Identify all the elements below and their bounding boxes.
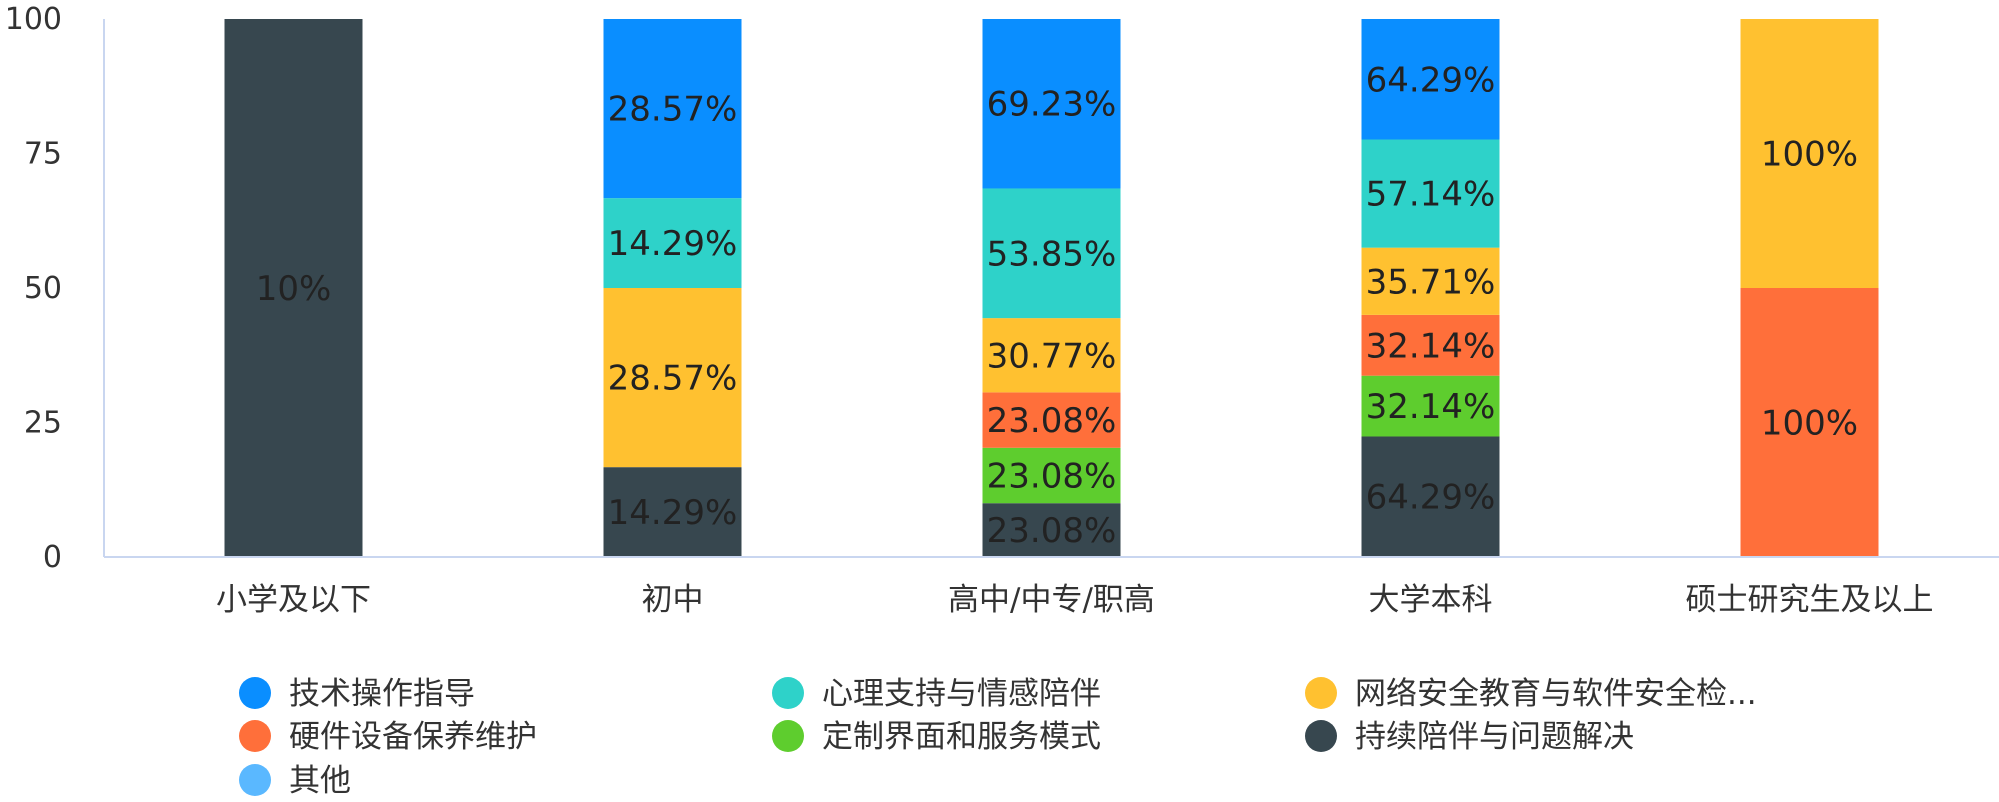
- bar-segment[interactable]: [603, 198, 742, 288]
- bar-segments: [224, 19, 1879, 557]
- y-tick-label-75: 75: [24, 137, 62, 172]
- bar-data-label: 64.29%: [1366, 478, 1496, 518]
- legend-item[interactable]: 技术操作指导: [239, 676, 475, 712]
- bar-segment[interactable]: [224, 19, 363, 557]
- bar-data-label: 14.29%: [608, 224, 738, 264]
- legend-label: 技术操作指导: [289, 676, 475, 712]
- y-axis-ticks: 0 25 50 75 100: [5, 2, 62, 575]
- bar-segment[interactable]: [603, 467, 742, 557]
- bar-data-label: 28.57%: [608, 359, 738, 399]
- legend: 技术操作指导 心理支持与情感陪伴 网络安全教育与软件安全检... 硬件设备保养维护 定制…: [239, 676, 1757, 799]
- legend-item[interactable]: 持续陪伴与问题解决: [1305, 719, 1634, 755]
- legend-marker-icon: [1305, 677, 1337, 709]
- x-category-label: 高中/中专/职高: [948, 582, 1155, 618]
- bar-segment[interactable]: [1361, 139, 1500, 248]
- bar-segment[interactable]: [1740, 19, 1879, 288]
- legend-item[interactable]: 心理支持与情感陪伴: [772, 676, 1101, 712]
- legend-label: 硬件设备保养维护: [289, 719, 537, 755]
- bar-segment[interactable]: [1361, 19, 1500, 140]
- y-tick-label-50: 50: [24, 271, 62, 306]
- y-tick-label-25: 25: [24, 406, 62, 441]
- legend-marker-icon: [239, 677, 271, 709]
- legend-marker-icon: [239, 764, 271, 796]
- bar-data-label: 57.14%: [1366, 175, 1496, 215]
- legend-label: 网络安全教育与软件安全检...: [1355, 676, 1757, 712]
- x-category-label: 硕士研究生及以上: [1686, 582, 1934, 618]
- bar-data-label: 23.08%: [987, 401, 1117, 441]
- x-category-label: 小学及以下: [216, 582, 371, 618]
- bar-data-label: 53.85%: [987, 234, 1117, 274]
- legend-label: 其他: [289, 763, 351, 799]
- legend-item[interactable]: 定制界面和服务模式: [772, 719, 1101, 755]
- bar-segment[interactable]: [982, 447, 1121, 504]
- bar-data-label: 14.29%: [608, 493, 738, 533]
- bar-data-label: 64.29%: [1366, 60, 1496, 100]
- legend-marker-icon: [772, 720, 804, 752]
- bar-segment[interactable]: [982, 318, 1121, 393]
- legend-label: 心理支持与情感陪伴: [822, 676, 1101, 712]
- bar-data-label: 100%: [1761, 135, 1858, 175]
- bar-segment[interactable]: [1361, 247, 1500, 315]
- y-tick-label-0: 0: [43, 540, 62, 575]
- legend-item[interactable]: 其他: [239, 763, 351, 799]
- bar-segment[interactable]: [1361, 314, 1500, 376]
- y-tick-label-100: 100: [5, 2, 62, 37]
- legend-marker-icon: [772, 677, 804, 709]
- bar-data-label: 30.77%: [987, 336, 1117, 376]
- legend-item[interactable]: 硬件设备保养维护: [239, 719, 537, 755]
- bar-data-label: 23.08%: [987, 456, 1117, 496]
- bar-data-label: 100%: [1761, 404, 1858, 444]
- bar-segment[interactable]: [1361, 375, 1500, 437]
- bar-data-label: 35.71%: [1366, 262, 1496, 302]
- bar-segment[interactable]: [1361, 436, 1500, 557]
- segment-labels: 10% 14.29% 28.57% 14.29% 28.57% 23.08% 23.08% 2…: [256, 60, 1858, 551]
- bar-segment[interactable]: [982, 503, 1121, 557]
- bar-segment[interactable]: [982, 19, 1121, 189]
- legend-label: 定制界面和服务模式: [822, 719, 1101, 755]
- bar-data-label: 69.23%: [987, 85, 1117, 125]
- legend-marker-icon: [239, 720, 271, 752]
- bar-segment[interactable]: [603, 19, 742, 199]
- x-category-label: 初中: [642, 582, 704, 618]
- bar-data-label: 32.14%: [1366, 387, 1496, 427]
- bar-segment[interactable]: [982, 188, 1121, 319]
- legend-item[interactable]: 网络安全教育与软件安全检...: [1305, 676, 1757, 712]
- x-category-label: 大学本科: [1369, 582, 1493, 618]
- bar-segment[interactable]: [1740, 288, 1879, 557]
- bar-data-label: 23.08%: [987, 511, 1117, 551]
- legend-label: 持续陪伴与问题解决: [1355, 719, 1634, 755]
- bar-data-label: 10%: [256, 269, 332, 309]
- bar-data-label: 32.14%: [1366, 326, 1496, 366]
- bar-segment[interactable]: [603, 288, 742, 468]
- bar-data-label: 28.57%: [608, 90, 738, 130]
- x-axis-category-labels: 小学及以下 初中 高中/中专/职高 大学本科 硕士研究生及以上: [216, 582, 1934, 618]
- bar-segment[interactable]: [982, 392, 1121, 448]
- legend-marker-icon: [1305, 720, 1337, 752]
